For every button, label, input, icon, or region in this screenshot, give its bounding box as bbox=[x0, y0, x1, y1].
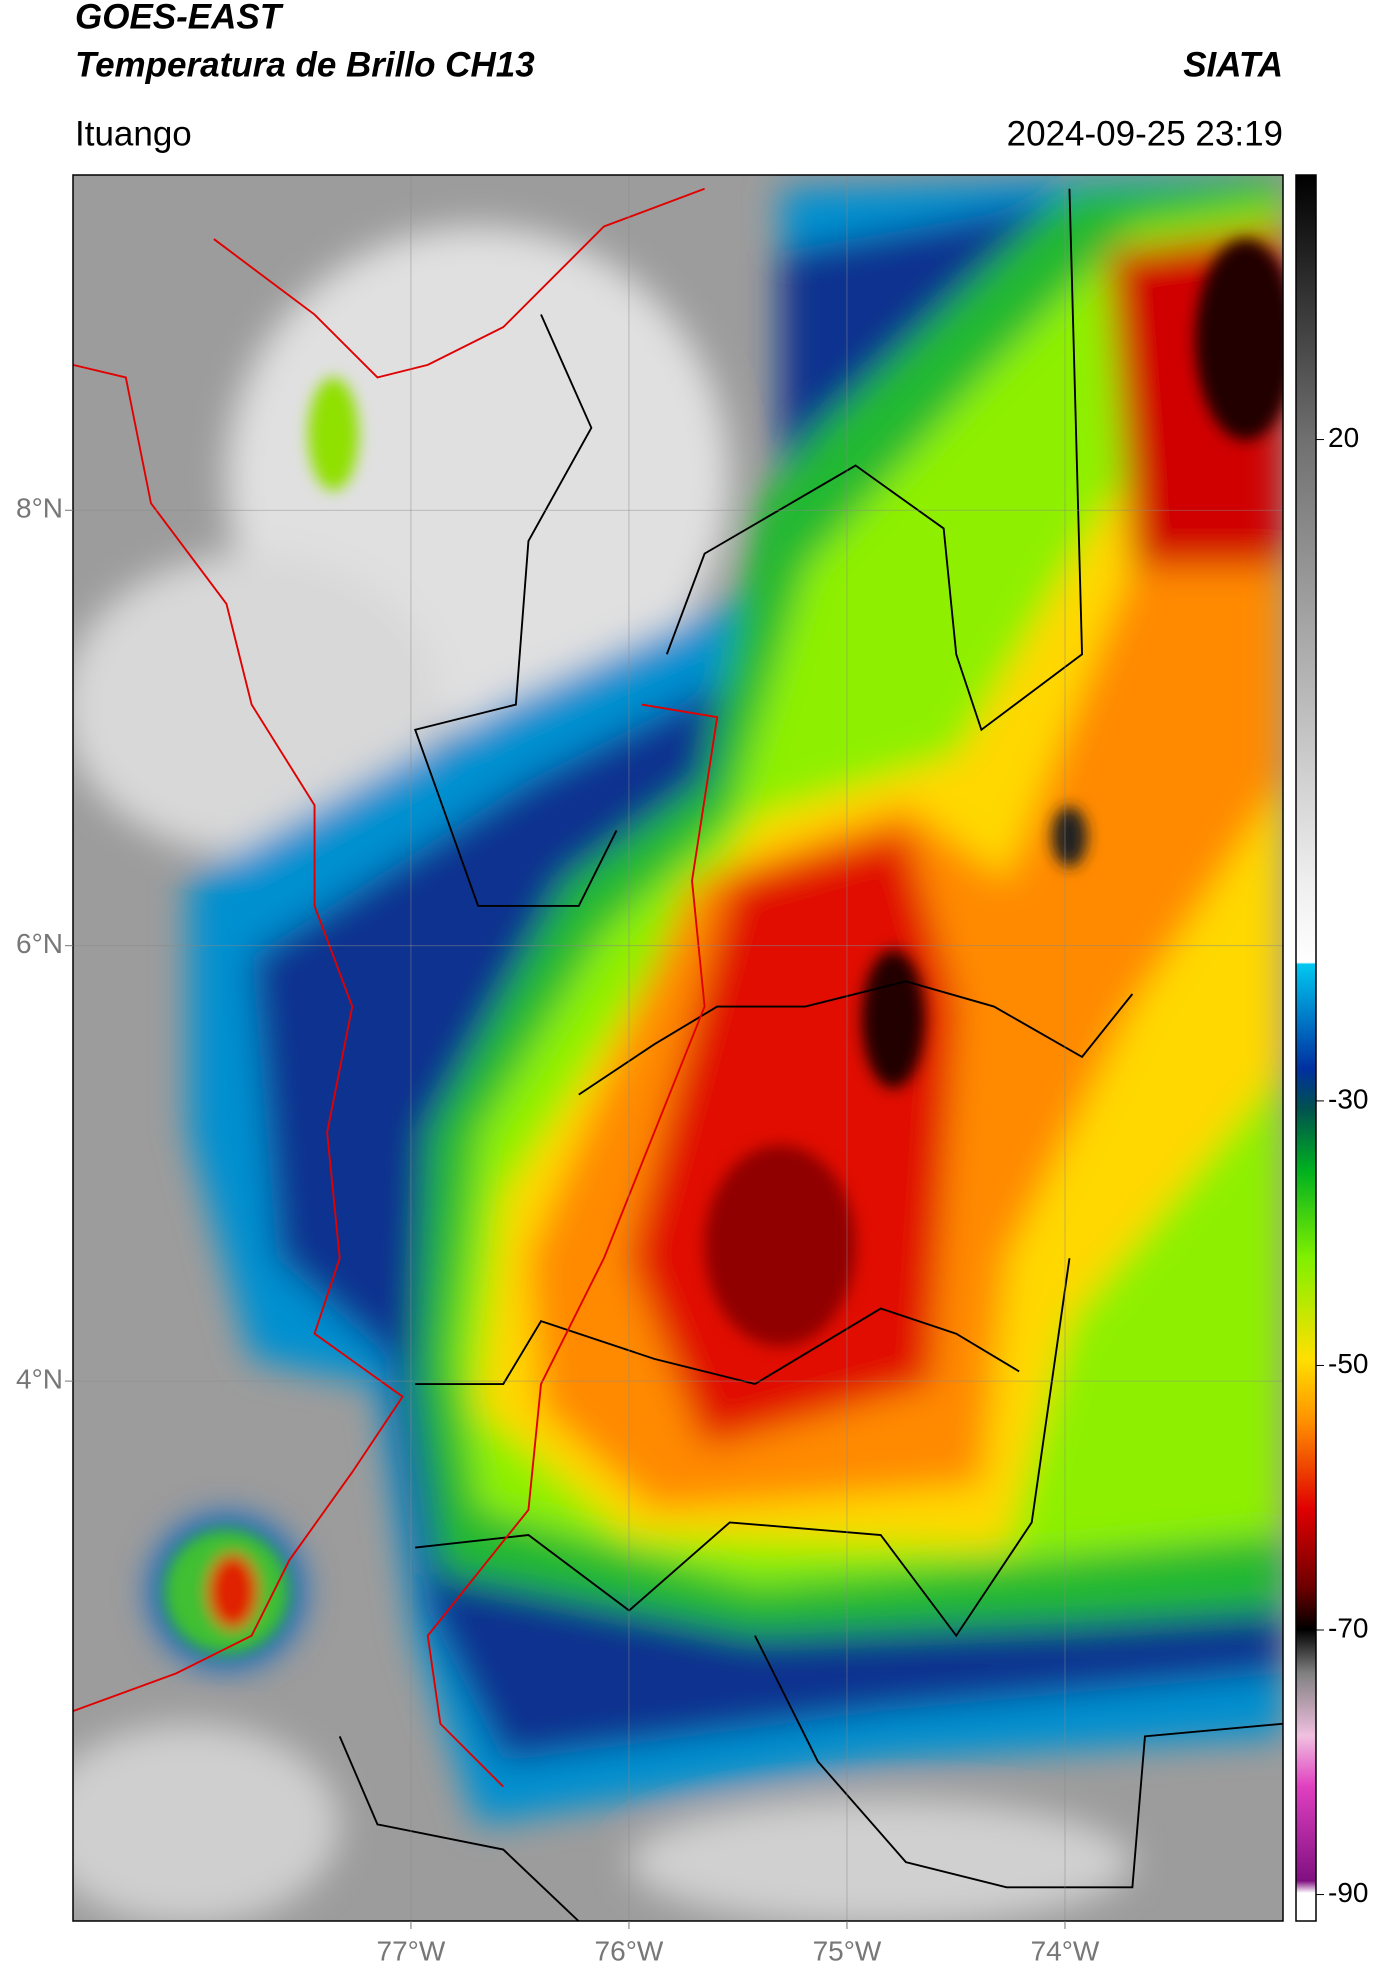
lon-tick-label: 76°W bbox=[595, 1935, 664, 1966]
colorbar-tick-label: -50 bbox=[1328, 1348, 1368, 1379]
subtitle: Temperatura de Brillo CH13 bbox=[75, 45, 535, 84]
lat-tick-label: 6°N bbox=[16, 928, 63, 959]
satellite-image bbox=[72, 174, 1284, 1922]
lat-tick-label: 4°N bbox=[16, 1363, 63, 1394]
colorbar-tick-label: -70 bbox=[1328, 1612, 1368, 1643]
lat-tick-label: 8°N bbox=[16, 493, 63, 524]
source: SIATA bbox=[1183, 45, 1283, 84]
lon-tick-label: 74°W bbox=[1031, 1935, 1100, 1966]
lon-tick-label: 77°W bbox=[377, 1935, 446, 1966]
graticule bbox=[73, 175, 1283, 1921]
timestamp: 2024-09-25 23:19 bbox=[1007, 114, 1283, 153]
colorbar-tick-label: -30 bbox=[1328, 1083, 1368, 1114]
lon-tick-label: 75°W bbox=[813, 1935, 882, 1966]
colorbar-tick-label: -90 bbox=[1328, 1877, 1368, 1908]
location: Ituango bbox=[75, 114, 192, 153]
map-frame bbox=[72, 174, 1284, 1922]
title: GOES-EAST bbox=[75, 0, 284, 36]
colorbar-tick-label: 20 bbox=[1328, 422, 1359, 453]
colorbar bbox=[1295, 174, 1317, 1922]
